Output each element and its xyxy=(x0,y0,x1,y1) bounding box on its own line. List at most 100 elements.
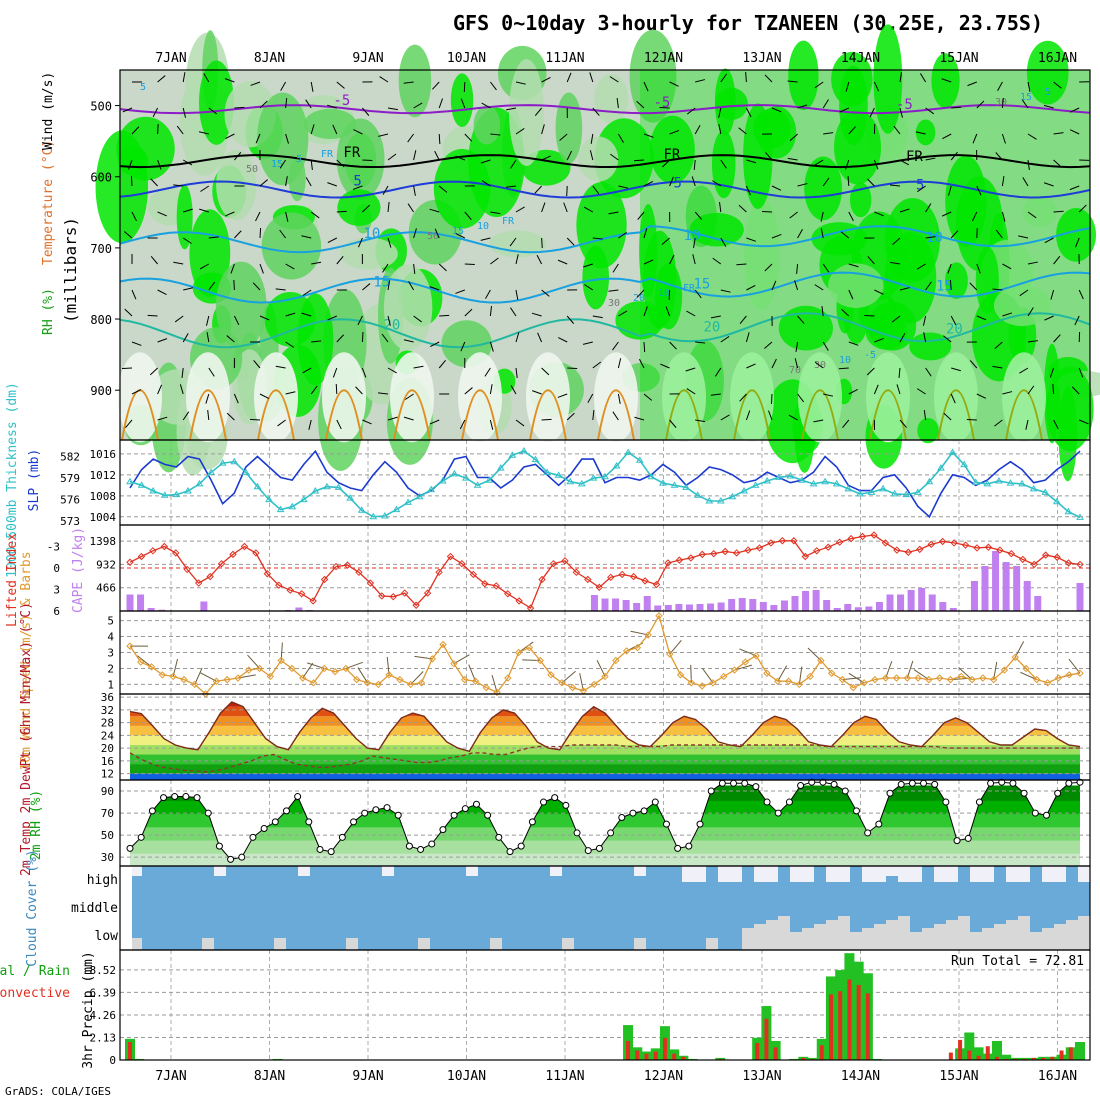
wind-barb xyxy=(275,288,286,291)
rh-shading xyxy=(216,149,257,221)
wind-barb xyxy=(976,315,987,321)
wind-speed-point xyxy=(730,666,739,674)
precip-ylabel: 3hr Precip (mm) xyxy=(81,951,96,1068)
rh-band xyxy=(130,838,1080,854)
wind-speed-point xyxy=(914,674,922,682)
wind-barb xyxy=(439,314,450,317)
wind-barb xyxy=(633,159,645,162)
wind-barb xyxy=(515,332,520,343)
wind-barb xyxy=(950,151,958,161)
wind-barb xyxy=(612,341,619,351)
wind-barb xyxy=(403,81,414,84)
cape-bar xyxy=(295,607,303,611)
wind-barb xyxy=(230,263,235,274)
temp-tick-label: 32 xyxy=(101,704,114,717)
wind-speed-point xyxy=(223,675,231,684)
wind-barb xyxy=(969,360,978,369)
rh-point xyxy=(908,779,916,787)
wind-barb xyxy=(541,418,552,421)
cape-bar xyxy=(158,609,166,611)
wind-barb xyxy=(995,152,1003,161)
cape-bar xyxy=(590,595,598,611)
wind-barb xyxy=(736,263,747,266)
wind-barb xyxy=(643,341,646,353)
thickness-point xyxy=(334,483,343,490)
wind-barb xyxy=(489,341,494,352)
wind-barb xyxy=(361,367,367,378)
precip-convective-bar xyxy=(662,1037,667,1060)
wind-barb xyxy=(157,338,168,343)
rh-shading xyxy=(1056,208,1097,262)
wind-barb xyxy=(873,159,879,170)
rh-shading xyxy=(744,199,781,311)
lifted-index-point xyxy=(904,548,913,556)
temp-ylabel: 2m Temp 2m DewPt (6hr Min/Max) (°C) xyxy=(19,602,34,876)
precip-convective-bar xyxy=(801,1057,806,1060)
rh-point xyxy=(305,818,313,826)
thickness-point xyxy=(485,476,494,483)
wind-barb xyxy=(797,183,808,187)
temp-band xyxy=(130,744,1080,755)
rh-shading xyxy=(509,59,544,166)
wind-barb xyxy=(694,211,703,220)
wind-barb xyxy=(336,210,347,213)
lifted-index-point xyxy=(698,550,706,559)
wind-barb xyxy=(669,81,679,87)
wind-barb xyxy=(532,390,542,395)
lifted-index-point xyxy=(252,549,260,557)
cloud-clear-high xyxy=(934,866,946,882)
cape-bar xyxy=(886,594,894,611)
precip-legend-total: Total / Rain xyxy=(0,964,70,979)
wind-speed-point xyxy=(191,680,199,689)
thickness-point xyxy=(543,468,551,475)
wind-barb xyxy=(125,419,133,428)
wind-barb xyxy=(208,157,219,161)
wind-speed-point xyxy=(860,679,868,687)
cloud-clear-high xyxy=(790,866,802,882)
rh-point xyxy=(607,829,615,837)
cloud-clear-high xyxy=(1018,866,1030,882)
wind-speed-point xyxy=(979,674,987,682)
wind-speed-point xyxy=(946,675,955,684)
wind-barb xyxy=(382,185,389,195)
wind-barb xyxy=(182,333,189,343)
wind-barb xyxy=(1049,367,1055,378)
rh-point xyxy=(439,826,447,834)
rh-shading xyxy=(649,115,695,184)
wind-barb xyxy=(234,230,242,239)
wind-barb xyxy=(490,133,501,136)
rh-shading xyxy=(1022,195,1057,228)
wind-barb xyxy=(612,411,619,421)
thickness-line xyxy=(129,450,1081,519)
thickness-point xyxy=(693,491,702,498)
wind-speed-point xyxy=(925,675,933,684)
rh-shading xyxy=(804,156,843,221)
wind-barb xyxy=(710,315,721,319)
thickness-point xyxy=(554,471,563,478)
wind-barb xyxy=(925,107,935,115)
wind-barb xyxy=(617,133,624,143)
rh-point xyxy=(1042,811,1050,819)
rh-point xyxy=(316,845,324,853)
wind-barb xyxy=(660,363,670,369)
cloud-clear-high xyxy=(1006,866,1018,882)
thickness-point xyxy=(902,490,911,498)
lifted-index-point xyxy=(755,544,764,552)
wind-tick-label: 5 xyxy=(107,615,114,628)
wind-barb xyxy=(995,229,1003,239)
wind-barb xyxy=(301,312,312,317)
wind-speed-point xyxy=(1011,653,1019,661)
wind-barb xyxy=(311,261,322,265)
wind-barb xyxy=(327,182,337,187)
precip-convective-bar xyxy=(985,1046,990,1060)
rh-tick-label: 90 xyxy=(101,785,114,798)
rh-point xyxy=(1065,779,1073,787)
isotherm-warm xyxy=(1005,389,1043,441)
cape-bar xyxy=(728,599,736,611)
wind-barb xyxy=(459,419,466,430)
contour-label: 15 xyxy=(1020,92,1032,103)
temp-tick-label: 28 xyxy=(101,717,114,730)
wind-barb xyxy=(814,81,824,89)
wind-barb xyxy=(1078,367,1084,378)
wind-barb xyxy=(943,335,952,343)
